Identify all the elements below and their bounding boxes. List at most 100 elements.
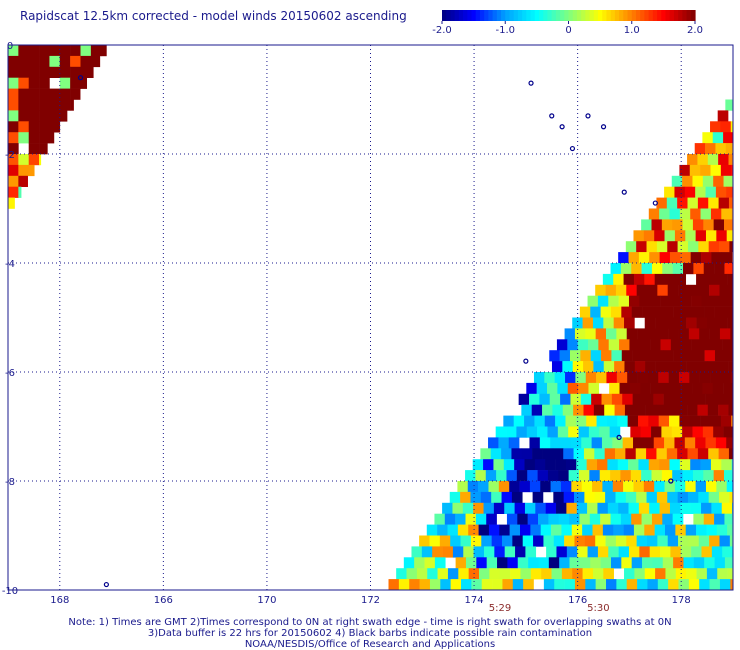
heatmap-cell bbox=[634, 568, 646, 580]
heatmap-cell bbox=[644, 568, 656, 580]
heatmap-cell bbox=[518, 393, 530, 405]
colorbar-segment bbox=[446, 10, 452, 21]
heatmap-cell bbox=[724, 306, 734, 318]
heatmap-cell bbox=[688, 284, 700, 296]
heatmap-cell bbox=[458, 568, 469, 580]
heatmap-cell bbox=[80, 77, 88, 89]
heatmap-cell bbox=[682, 175, 693, 187]
heatmap-cell bbox=[18, 66, 30, 78]
heatmap-cell bbox=[715, 393, 727, 405]
heatmap-cell bbox=[649, 546, 661, 558]
heatmap-cell bbox=[731, 459, 734, 471]
heatmap-cell bbox=[677, 448, 688, 460]
island-outline bbox=[523, 358, 529, 364]
heatmap-cell bbox=[719, 328, 731, 340]
heatmap-cell bbox=[548, 513, 560, 525]
heatmap-cell bbox=[627, 415, 639, 427]
heatmap-cell bbox=[598, 339, 610, 351]
heatmap-cell bbox=[434, 513, 446, 525]
heatmap-cell bbox=[28, 164, 35, 177]
heatmap-cell bbox=[641, 470, 652, 482]
heatmap-cell bbox=[28, 143, 40, 155]
heatmap-cell bbox=[563, 491, 575, 504]
heatmap-cell bbox=[419, 579, 431, 591]
heatmap-cell bbox=[603, 361, 615, 373]
heatmap-cell bbox=[615, 284, 627, 296]
heatmap-cell bbox=[670, 339, 682, 351]
heatmap-cell bbox=[664, 186, 675, 198]
heatmap-cell bbox=[630, 470, 642, 482]
heatmap-cell bbox=[18, 110, 30, 122]
heatmap-cell bbox=[647, 579, 659, 591]
heatmap-cell bbox=[659, 208, 670, 220]
heatmap-cell bbox=[578, 382, 589, 395]
heatmap-cell bbox=[593, 404, 605, 416]
heatmap-cell bbox=[688, 579, 700, 591]
heatmap-cell bbox=[673, 350, 685, 362]
heatmap-cell bbox=[427, 568, 438, 580]
colorbar-segment bbox=[585, 10, 591, 21]
heatmap-cell bbox=[694, 393, 706, 405]
heatmap-cell bbox=[493, 459, 505, 471]
heatmap-cell bbox=[662, 557, 674, 569]
heatmap-cell bbox=[562, 404, 574, 416]
heatmap-cell bbox=[463, 546, 474, 558]
heatmap-cell bbox=[18, 164, 30, 177]
colorbar-segment bbox=[686, 10, 692, 21]
heatmap-cell bbox=[537, 470, 549, 482]
heatmap-cell bbox=[39, 121, 50, 133]
time-label: 5:29 bbox=[489, 603, 511, 614]
colorbar-segment bbox=[564, 10, 570, 21]
heatmap-cell bbox=[717, 317, 728, 329]
colorbar-segment bbox=[509, 10, 515, 21]
heatmap-cell bbox=[705, 186, 717, 198]
colorbar-segment bbox=[568, 10, 574, 21]
heatmap-cell bbox=[429, 535, 441, 547]
heatmap-cell bbox=[727, 568, 734, 580]
colorbar-segment bbox=[560, 10, 565, 21]
heatmap-cell bbox=[706, 273, 718, 286]
heatmap-cell bbox=[714, 263, 725, 275]
colorbar-segment bbox=[479, 10, 485, 21]
heatmap-cell bbox=[502, 579, 514, 591]
heatmap-cell bbox=[567, 382, 579, 395]
heatmap-cell bbox=[550, 437, 561, 449]
island-outline bbox=[77, 75, 84, 81]
heatmap-cell bbox=[646, 241, 658, 253]
heatmap-cell bbox=[723, 470, 734, 482]
heatmap-cell bbox=[18, 132, 30, 144]
heatmap-cell bbox=[608, 295, 619, 307]
heatmap-cell bbox=[521, 448, 533, 460]
heatmap-cell bbox=[722, 339, 734, 351]
heatmap-cell bbox=[723, 426, 734, 438]
colorbar-segment bbox=[640, 10, 645, 21]
heatmap-cell bbox=[628, 295, 640, 307]
heatmap-cell bbox=[671, 382, 682, 395]
heatmap-cell bbox=[692, 470, 704, 482]
heatmap-cell bbox=[687, 197, 699, 209]
heatmap-cell bbox=[633, 481, 645, 493]
heatmap-cell bbox=[727, 524, 734, 536]
heatmap-cell bbox=[636, 491, 647, 504]
colorbar-segment bbox=[648, 10, 654, 21]
colorbar-segment bbox=[665, 10, 671, 21]
heatmap-cell bbox=[501, 448, 512, 460]
heatmap-cell bbox=[728, 448, 734, 460]
heatmap-cell bbox=[554, 579, 565, 591]
heatmap-cell bbox=[711, 295, 723, 307]
heatmap-cell bbox=[555, 415, 566, 427]
heatmap-cell bbox=[719, 579, 731, 591]
heatmap-cell bbox=[700, 164, 711, 177]
heatmap-cell bbox=[635, 404, 646, 416]
heatmap-cell bbox=[8, 154, 19, 166]
heatmap-cell bbox=[547, 426, 559, 438]
heatmap-cell bbox=[671, 426, 683, 438]
heatmap-cell bbox=[665, 317, 677, 329]
heatmap-cell bbox=[558, 513, 570, 525]
heatmap-cell bbox=[28, 77, 40, 89]
heatmap-cell bbox=[673, 306, 684, 318]
heatmap-cell bbox=[683, 306, 695, 318]
heatmap-cell bbox=[674, 186, 686, 198]
heatmap-cell bbox=[665, 361, 677, 373]
heatmap-cell bbox=[508, 437, 520, 449]
